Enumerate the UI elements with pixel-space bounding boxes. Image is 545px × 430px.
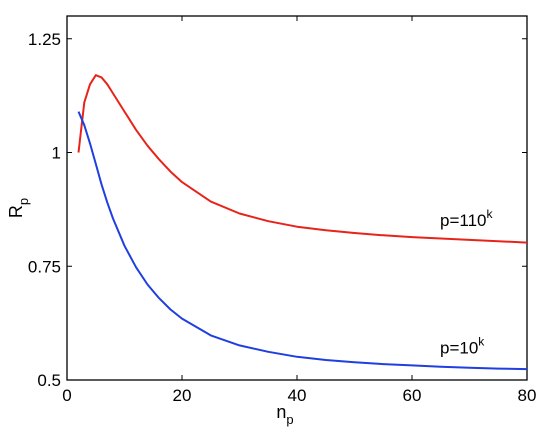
x-tick-label: 60 bbox=[403, 386, 422, 405]
x-tick-label: 80 bbox=[518, 386, 537, 405]
y-tick-label: 0.5 bbox=[37, 371, 61, 390]
y-tick-label: 1 bbox=[52, 144, 61, 163]
series-label: p=110k bbox=[440, 207, 493, 230]
y-axis-ticks: 0.5 0.75 1 1.25 bbox=[28, 30, 527, 390]
y-axis-label-base: R bbox=[6, 205, 26, 218]
x-axis-label-sub: p bbox=[286, 412, 293, 427]
x-axis-label-base: n bbox=[276, 402, 286, 422]
y-tick-label: 0.75 bbox=[28, 257, 61, 276]
series-label: p=10k bbox=[440, 335, 485, 358]
x-tick-label: 40 bbox=[288, 386, 307, 405]
plot-area bbox=[66, 15, 528, 381]
series-layer bbox=[77, 74, 528, 371]
x-tick-label: 20 bbox=[173, 386, 192, 405]
y-axis-label-sub: p bbox=[16, 198, 31, 205]
series-line bbox=[77, 74, 528, 244]
x-axis-label: np bbox=[276, 402, 293, 427]
x-tick-label: 0 bbox=[62, 386, 71, 405]
y-axis-label: Rp bbox=[6, 198, 31, 218]
series-line bbox=[77, 111, 528, 371]
y-tick-label: 1.25 bbox=[28, 30, 61, 49]
x-axis-ticks: 0 20 40 60 80 bbox=[62, 16, 536, 405]
series-labels: p=110k p=10k bbox=[440, 207, 493, 358]
